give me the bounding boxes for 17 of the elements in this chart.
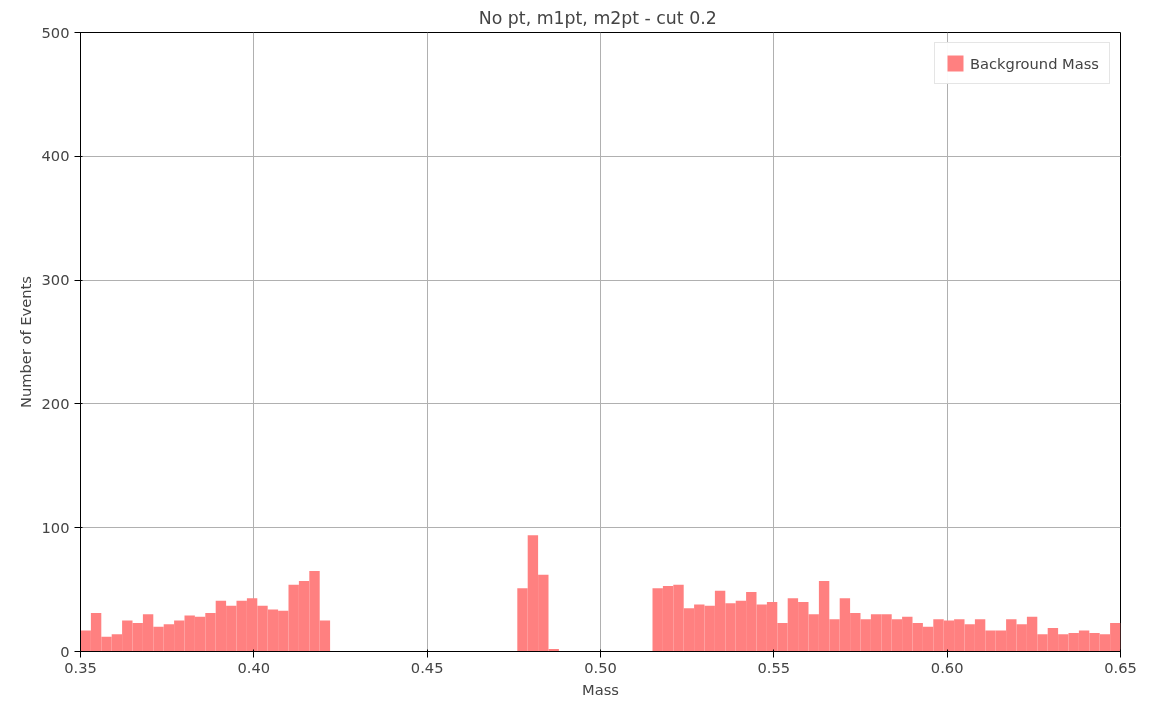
y-tick-label: 300 [41,271,70,289]
legend-label: Background Mass [970,54,1099,72]
x-tick-label: 0.35 [64,658,97,676]
x-axis-title: Mass [582,680,619,698]
x-tick-label: 0.40 [237,658,271,676]
y-tick-label: 100 [41,518,70,536]
y-tick-label: 200 [41,394,70,412]
y-tick-label: 500 [41,23,70,41]
y-tick-label: 0 [60,642,70,660]
x-tick-label: 0.55 [757,658,791,676]
y-tick-label: 400 [41,147,70,165]
x-tick-label: 0.60 [930,658,964,676]
x-tick-label: 0.65 [1104,658,1137,676]
chart-title: No pt, m1pt, m2pt - cut 0.2 [478,7,717,28]
x-tick-label: 0.45 [410,658,444,676]
x-tick-label: 0.50 [584,658,617,676]
y-axis-title: Number of Events [16,276,34,408]
